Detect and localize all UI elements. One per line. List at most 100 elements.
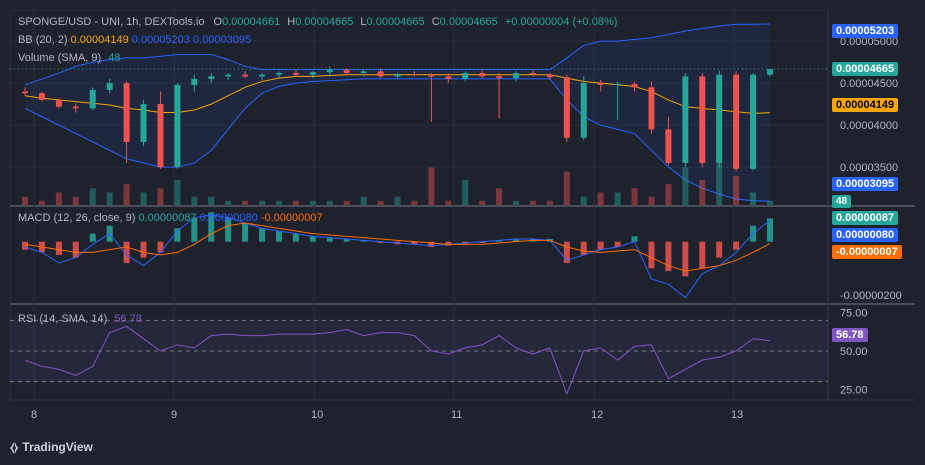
volume-bar	[361, 197, 367, 205]
volume-bar	[327, 201, 333, 205]
volume-bar	[699, 180, 705, 205]
volume-bar	[513, 201, 519, 205]
close-label: C	[432, 16, 440, 28]
volume-bar	[242, 201, 248, 205]
y-tick-label: 50.00	[840, 346, 868, 358]
volume-bar	[310, 201, 316, 205]
candle-body	[716, 75, 722, 163]
volume-bar	[225, 201, 231, 205]
volume-bar	[581, 197, 587, 205]
candle-body	[445, 76, 451, 79]
candle-body	[124, 83, 130, 142]
volume-bar	[157, 188, 163, 205]
macd-line-value: 0.00000080	[200, 212, 258, 224]
candle-body	[428, 75, 434, 77]
volume-bar	[293, 201, 299, 205]
volume-bar	[73, 197, 79, 205]
volume-bar	[22, 197, 28, 205]
candle-body	[648, 87, 654, 129]
candle-body	[225, 75, 231, 77]
macd-histogram-bar	[157, 242, 163, 253]
volume-value: 48	[108, 52, 120, 64]
bb-lower-value: 0.00003095	[193, 34, 251, 46]
volume-bar	[716, 163, 722, 205]
candle-body	[73, 107, 79, 109]
macd-signal-value: -0.00000007	[261, 212, 323, 224]
volume-bar	[598, 193, 604, 206]
bb-upper-value: 0.00005203	[132, 34, 190, 46]
candle-body	[699, 76, 705, 163]
macd-signal-line	[25, 223, 770, 271]
volume-bar	[191, 197, 197, 205]
volume-bar	[276, 201, 282, 205]
last-price-tag: 0.00004665	[832, 62, 898, 76]
volume-bar	[411, 201, 417, 205]
macd-histogram-bar	[174, 228, 180, 241]
y-tick-label: 25.00	[840, 384, 868, 396]
volume-bar	[648, 197, 654, 205]
volume-bar	[344, 201, 350, 205]
candle-body	[581, 83, 587, 138]
volume-bar	[124, 184, 130, 205]
x-tick-label: 9	[171, 409, 177, 421]
macd-label: MACD (12, 26, close, 9)	[18, 212, 135, 224]
macd-histogram-bar	[598, 242, 604, 250]
candle-body	[598, 83, 604, 85]
candle-body	[259, 75, 265, 77]
y-tick-label: 0.00003500	[840, 162, 898, 174]
volume-bar	[479, 201, 485, 205]
volume-bar	[530, 201, 536, 205]
x-tick-label: 10	[311, 409, 323, 421]
macd-histogram-bar	[581, 242, 587, 255]
volume-bar	[378, 201, 384, 205]
change-value: +0.00000004 (+0.08%)	[505, 16, 618, 28]
macd-histogram-bar	[259, 228, 265, 241]
bb-legend: BB (20, 2) 0.00004149 0.00005203 0.00003…	[18, 34, 251, 46]
candle-body	[327, 70, 333, 73]
candle-body	[767, 69, 773, 75]
bb-basis-tag: 0.00004149	[832, 98, 898, 112]
volume-bar	[259, 201, 265, 205]
candle-body	[310, 72, 316, 75]
macd-histogram-bar	[310, 236, 316, 241]
volume-bar	[750, 193, 756, 206]
candle-body	[411, 74, 417, 75]
volume-bar	[547, 201, 553, 205]
candle-body	[615, 84, 621, 85]
bb-basis-value: 0.00004149	[71, 34, 129, 46]
volume-bar	[90, 188, 96, 205]
macd-histogram-bar	[648, 242, 654, 269]
rsi-label: RSI (14, SMA, 14)	[18, 313, 107, 325]
macd-hist-tag: 0.00000087	[832, 211, 898, 225]
candle-body	[462, 73, 468, 79]
macd-histogram-bar	[699, 242, 705, 269]
x-tick-label: 12	[591, 409, 603, 421]
open-label: O	[214, 16, 223, 28]
y-tick-label: -0.00000200	[840, 290, 902, 302]
candle-body	[39, 93, 45, 100]
macd-histogram-bar	[73, 242, 79, 258]
candle-body	[22, 92, 28, 94]
macd-histogram-bar	[90, 234, 96, 242]
high-value: 0.00004665	[295, 16, 353, 28]
volume-bar	[395, 197, 401, 205]
candle-body	[141, 104, 147, 142]
volume-bar	[564, 172, 570, 205]
volume-bar	[208, 197, 214, 205]
y-tick-label: 0.00004000	[840, 120, 898, 132]
candle-body	[682, 76, 688, 163]
macd-hist-value: 0.00000087	[138, 212, 196, 224]
candle-body	[56, 100, 62, 107]
volume-bar	[445, 201, 451, 205]
candle-body	[208, 76, 214, 79]
volume-bar	[428, 168, 434, 206]
macd-histogram-bar	[293, 234, 299, 242]
low-value: 0.00004665	[367, 16, 425, 28]
volume-bar	[632, 188, 638, 205]
y-tick-label: 0.00004500	[840, 78, 898, 90]
candle-body	[496, 76, 502, 78]
candle-body	[378, 71, 384, 76]
volume-bar	[56, 193, 62, 206]
